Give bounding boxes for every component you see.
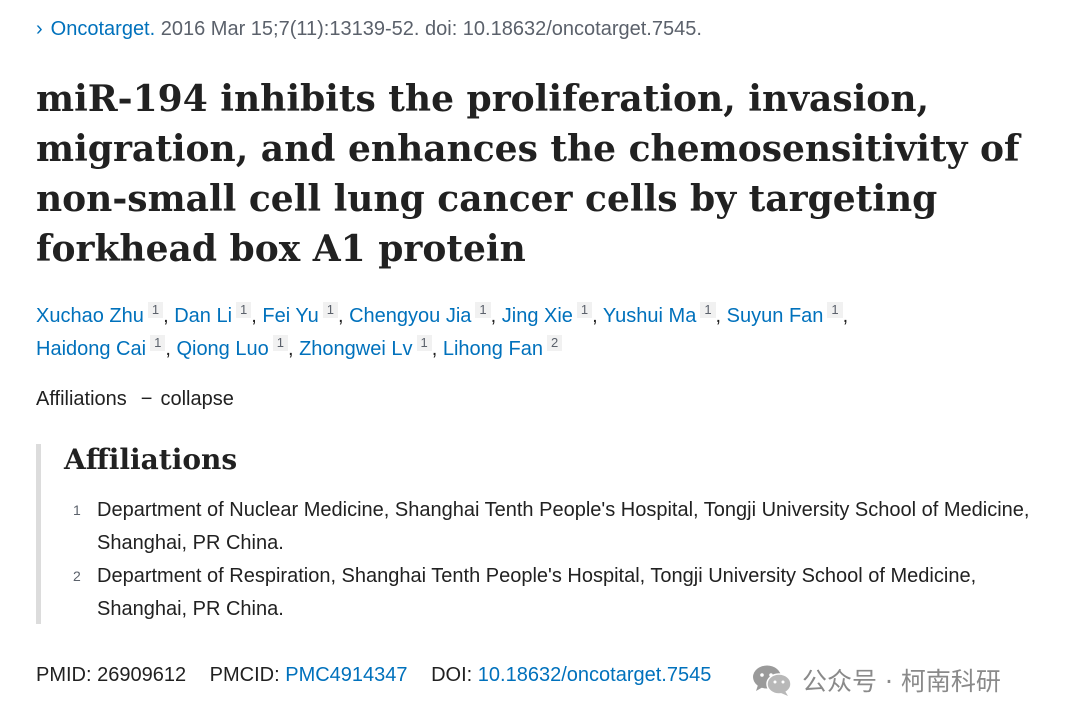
affiliation-text: Department of Respiration, Shanghai Tent… (97, 565, 977, 620)
journal-link[interactable]: Oncotarget. (50, 18, 156, 40)
pmcid-link[interactable]: PMC4914347 (285, 664, 408, 686)
citation-details: 2016 Mar 15;7(11):13139-52. doi: 10.1863… (160, 18, 702, 40)
author-link[interactable]: Suyun Fan (726, 305, 824, 327)
doi-link[interactable]: 10.18632/oncotarget.7545 (477, 664, 712, 686)
affiliations-list: 1 Department of Nuclear Medicine, Shangh… (41, 494, 1036, 626)
author-item: Chengyou Jia 1 (349, 302, 491, 327)
affiliation-superscript[interactable]: 1 (475, 302, 491, 318)
author-link[interactable]: Jing Xie (501, 305, 573, 327)
wechat-icon (753, 665, 792, 696)
affiliation-number: 1 (73, 502, 81, 518)
author-link[interactable]: Haidong Cai (36, 338, 147, 360)
author-item: Haidong Cai 1 (36, 335, 166, 360)
author-link[interactable]: Zhongwei Lv (299, 338, 413, 360)
author-item: Xuchao Zhu 1 (36, 302, 164, 327)
affiliation-superscript[interactable]: 1 (272, 335, 288, 351)
author-link[interactable]: Chengyou Jia (349, 305, 472, 327)
pmid-value: 26909612 (97, 664, 187, 686)
journal-citation: › Oncotarget. 2016 Mar 15;7(11):13139-52.… (36, 18, 702, 41)
author-item: Qiong Luo 1 (176, 335, 288, 360)
article-identifiers: PMID: 26909612 PMCID: PMC4914347 DOI: 10… (36, 664, 729, 687)
affiliation-superscript[interactable]: 2 (546, 335, 563, 351)
author-link[interactable]: Yushui Ma (602, 305, 697, 327)
pmcid-block: PMCID: PMC4914347 (210, 664, 413, 686)
author-link[interactable]: Lihong Fan (442, 338, 543, 360)
affiliation-superscript[interactable]: 1 (700, 302, 716, 318)
author-item: Suyun Fan 1 (726, 302, 843, 327)
author-link[interactable]: Dan Li (174, 305, 233, 327)
chevron-right-icon[interactable]: › (36, 18, 43, 40)
affiliation-text: Department of Nuclear Medicine, Shanghai… (97, 499, 1030, 554)
author-link[interactable]: Xuchao Zhu (36, 305, 144, 327)
affiliation-superscript[interactable]: 1 (576, 302, 593, 318)
author-item: Zhongwei Lv 1 (299, 335, 432, 360)
affiliations-toggle[interactable]: Affiliations − collapse (36, 388, 234, 411)
pmid-label: PMID: (36, 664, 92, 686)
affiliations-toggle-label: Affiliations (36, 388, 127, 410)
author-item: Yushui Ma 1 (602, 302, 716, 327)
author-item: Lihong Fan 2 (442, 335, 563, 360)
affiliations-heading: Affiliations (64, 443, 238, 476)
watermark: 公众号 · 柯南科研 (752, 662, 1001, 698)
affiliation-superscript[interactable]: 1 (150, 335, 166, 351)
watermark-text: 公众号 · 柯南科研 (802, 667, 1001, 696)
affiliation-superscript[interactable]: 1 (827, 302, 843, 318)
affiliation-number: 2 (73, 568, 81, 584)
collapse-link[interactable]: collapse (160, 388, 234, 410)
affiliation-superscript[interactable]: 1 (147, 302, 164, 318)
affiliation-superscript[interactable]: 1 (236, 302, 252, 318)
affiliation-item: 2 Department of Respiration, Shanghai Te… (41, 560, 1036, 626)
author-item: Fei Yu 1 (262, 302, 338, 327)
authors-list: Xuchao Zhu 1, Dan Li 1, Fei Yu 1, Chengyou … (36, 302, 849, 360)
doi-block: DOI: 10.18632/oncotarget.7545 (431, 664, 711, 686)
doi-label: DOI: (431, 664, 473, 686)
author-link[interactable]: Qiong Luo (176, 338, 269, 360)
pmid-block: PMID: 26909612 (36, 664, 192, 686)
collapse-dash-icon: − (140, 388, 153, 410)
affiliation-superscript[interactable]: 1 (416, 335, 432, 351)
author-item: Dan Li 1 (174, 302, 252, 327)
article-title: miR-194 inhibits the proliferation, inva… (36, 78, 1020, 270)
author-item: Jing Xie 1 (501, 302, 593, 327)
affiliations-panel: Affiliations 1 Department of Nuclear Med… (36, 444, 1041, 624)
affiliation-item: 1 Department of Nuclear Medicine, Shangh… (41, 494, 1036, 560)
affiliation-superscript[interactable]: 1 (322, 302, 338, 318)
pmcid-label: PMCID: (209, 664, 280, 686)
author-link[interactable]: Fei Yu (262, 305, 319, 327)
